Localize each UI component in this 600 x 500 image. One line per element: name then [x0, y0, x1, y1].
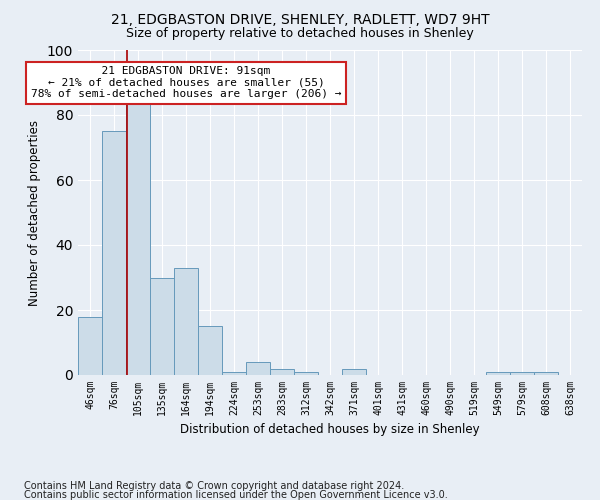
Bar [198, 326, 222, 375]
Bar [534, 372, 558, 375]
Bar [78, 316, 102, 375]
Bar [102, 131, 126, 375]
Bar [486, 372, 510, 375]
Bar [150, 278, 174, 375]
Y-axis label: Number of detached properties: Number of detached properties [28, 120, 41, 306]
Bar [126, 102, 150, 375]
Bar [342, 368, 366, 375]
Bar [510, 372, 534, 375]
Bar [294, 372, 318, 375]
Text: 21, EDGBASTON DRIVE, SHENLEY, RADLETT, WD7 9HT: 21, EDGBASTON DRIVE, SHENLEY, RADLETT, W… [110, 12, 490, 26]
X-axis label: Distribution of detached houses by size in Shenley: Distribution of detached houses by size … [180, 424, 480, 436]
Text: 21 EDGBASTON DRIVE: 91sqm  
← 21% of detached houses are smaller (55)
78% of sem: 21 EDGBASTON DRIVE: 91sqm ← 21% of detac… [31, 66, 341, 100]
Bar [222, 372, 246, 375]
Text: Contains public sector information licensed under the Open Government Licence v3: Contains public sector information licen… [24, 490, 448, 500]
Text: Size of property relative to detached houses in Shenley: Size of property relative to detached ho… [126, 28, 474, 40]
Bar [174, 268, 198, 375]
Text: Contains HM Land Registry data © Crown copyright and database right 2024.: Contains HM Land Registry data © Crown c… [24, 481, 404, 491]
Bar [270, 368, 294, 375]
Bar [246, 362, 270, 375]
